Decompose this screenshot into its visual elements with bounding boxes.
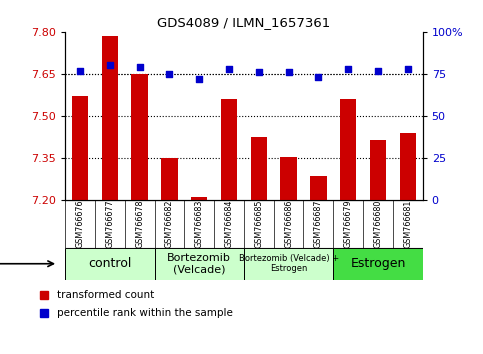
Point: [314, 74, 322, 80]
Bar: [65, 248, 155, 280]
Text: GSM766684: GSM766684: [225, 200, 233, 248]
Point: [76, 68, 84, 73]
Text: GSM766681: GSM766681: [403, 200, 412, 248]
Bar: [244, 248, 333, 280]
Text: GSM766682: GSM766682: [165, 200, 174, 248]
Point: [374, 68, 382, 73]
Point: [404, 66, 412, 72]
Title: GDS4089 / ILMN_1657361: GDS4089 / ILMN_1657361: [157, 16, 330, 29]
Point: [225, 66, 233, 72]
Point: [106, 63, 114, 68]
Text: GSM766687: GSM766687: [314, 200, 323, 248]
Text: Estrogen: Estrogen: [350, 257, 406, 270]
Bar: [281, 156, 297, 200]
Bar: [191, 197, 207, 200]
Bar: [370, 140, 386, 200]
Bar: [131, 74, 148, 200]
Text: GSM766679: GSM766679: [344, 200, 353, 248]
Bar: [399, 133, 416, 200]
Text: GSM766676: GSM766676: [76, 200, 85, 248]
Text: control: control: [88, 257, 131, 270]
Bar: [340, 99, 356, 200]
Bar: [72, 96, 88, 200]
Point: [136, 64, 143, 70]
Text: GSM766685: GSM766685: [255, 200, 263, 248]
Point: [255, 69, 263, 75]
Text: GSM766678: GSM766678: [135, 200, 144, 248]
Point: [344, 66, 352, 72]
Text: GSM766686: GSM766686: [284, 200, 293, 248]
Bar: [102, 36, 118, 200]
Bar: [333, 248, 423, 280]
Bar: [161, 158, 178, 200]
Text: Bortezomib
(Velcade): Bortezomib (Velcade): [167, 253, 231, 274]
Point: [195, 76, 203, 82]
Bar: [155, 248, 244, 280]
Text: transformed count: transformed count: [57, 290, 154, 300]
Text: percentile rank within the sample: percentile rank within the sample: [57, 308, 232, 318]
Text: GSM766683: GSM766683: [195, 200, 204, 248]
Text: GSM766680: GSM766680: [373, 200, 383, 248]
Point: [166, 71, 173, 77]
Bar: [251, 137, 267, 200]
Bar: [310, 176, 327, 200]
Text: Bortezomib (Velcade) +
Estrogen: Bortezomib (Velcade) + Estrogen: [239, 255, 339, 273]
Text: GSM766677: GSM766677: [105, 200, 114, 248]
Bar: [221, 99, 237, 200]
Point: [285, 69, 293, 75]
